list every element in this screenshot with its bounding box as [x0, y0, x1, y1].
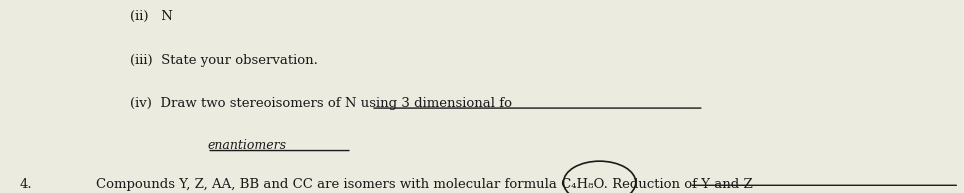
Text: (iii)  State your observation.: (iii) State your observation.	[130, 54, 318, 67]
Text: enantiomers: enantiomers	[207, 139, 286, 152]
Text: (iv)  Draw two stereoisomers of N using 3 dimensional fo: (iv) Draw two stereoisomers of N using 3…	[130, 96, 512, 109]
Text: Compounds Y, Z, AA, BB and CC are isomers with molecular formula C₄H₈O. Reductio: Compounds Y, Z, AA, BB and CC are isomer…	[96, 178, 753, 190]
Text: (ii)   N: (ii) N	[130, 10, 173, 23]
Text: 4.: 4.	[19, 178, 32, 190]
